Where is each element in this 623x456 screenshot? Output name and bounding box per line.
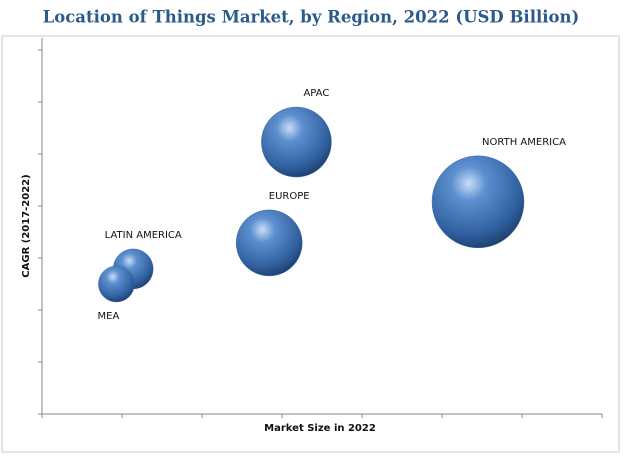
bubble-label: LATIN AMERICA [105, 230, 182, 241]
x-axis-title: Market Size in 2022 [264, 423, 376, 434]
y-axis-title: CAGR (2017-2022) [21, 174, 32, 277]
frame [1, 35, 620, 453]
bubble [261, 106, 332, 178]
bubble-label: APAC [303, 88, 329, 99]
bubble-label: MEA [98, 311, 120, 322]
bubble [431, 155, 525, 249]
bubble [235, 209, 303, 277]
bubble-label: EUROPE [269, 191, 310, 202]
bubble [98, 265, 135, 303]
bubble-label: NORTH AMERICA [482, 137, 566, 148]
chart-title: Location of Things Market, by Region, 20… [43, 8, 580, 27]
